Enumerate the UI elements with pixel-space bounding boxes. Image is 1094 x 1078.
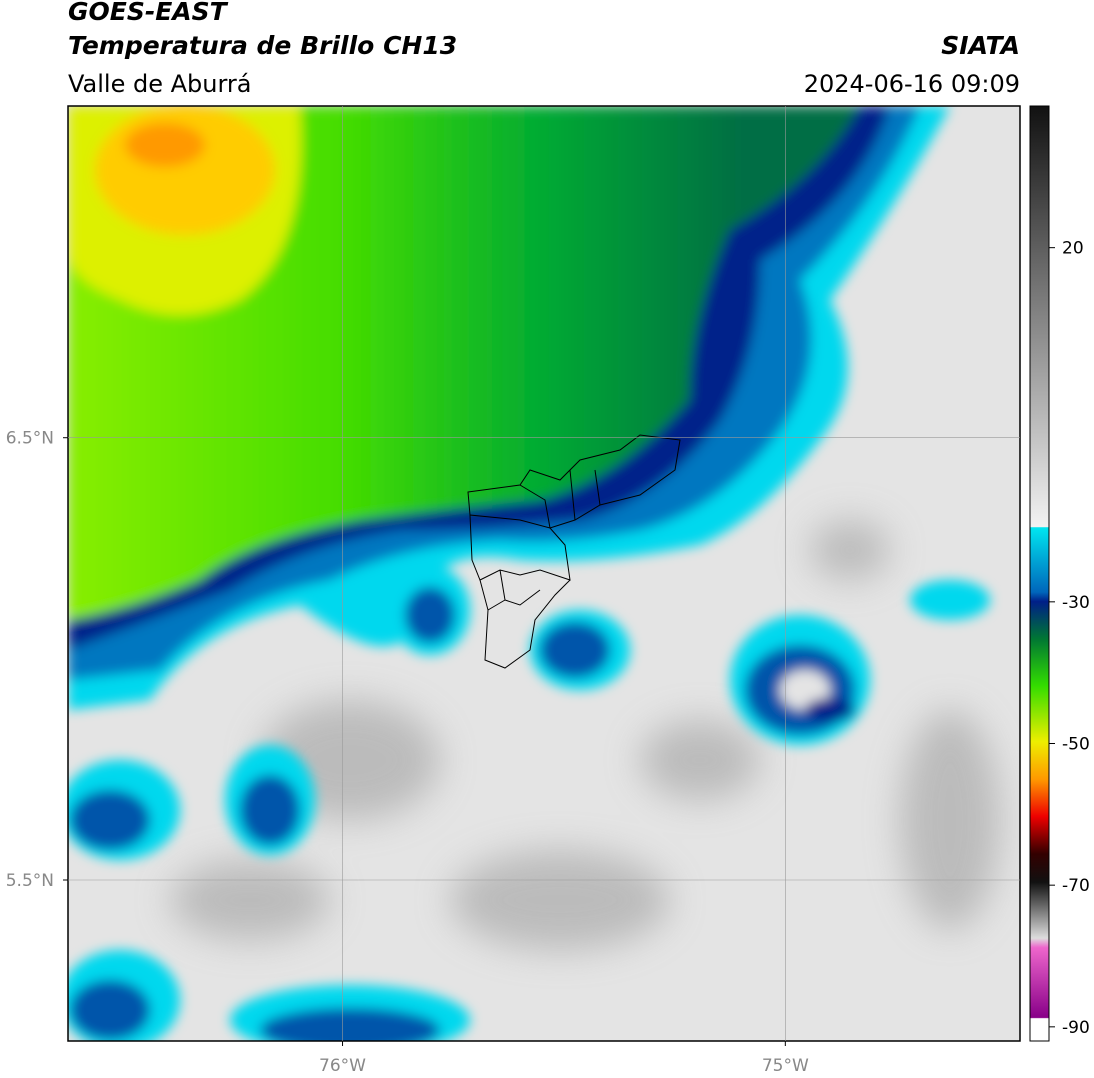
y-tick-label: 6.5°N	[6, 429, 54, 449]
region: Valle de Aburrá	[68, 70, 252, 98]
x-tick-label: 75°W	[762, 1056, 809, 1076]
colorbar-tick-label: 20	[1062, 239, 1084, 259]
x-tick-label: 76°W	[319, 1056, 366, 1076]
y-tick-label: 5.5°N	[6, 871, 54, 891]
colorbar-tick-label: -90	[1062, 1018, 1090, 1038]
colorbar-tick-label: -70	[1062, 876, 1090, 896]
colorbar	[1029, 105, 1050, 1042]
imagery	[68, 106, 1020, 1041]
source: SIATA	[941, 31, 1020, 60]
map-frame	[67, 105, 1021, 1042]
datetime: 2024-06-16 09:09	[804, 70, 1020, 98]
colorbar-tick-label: -30	[1062, 593, 1090, 613]
satellite: GOES-EAST	[68, 0, 229, 26]
colorbar-tick-label: -50	[1062, 735, 1090, 755]
product: Temperatura de Brillo CH13	[68, 31, 457, 60]
